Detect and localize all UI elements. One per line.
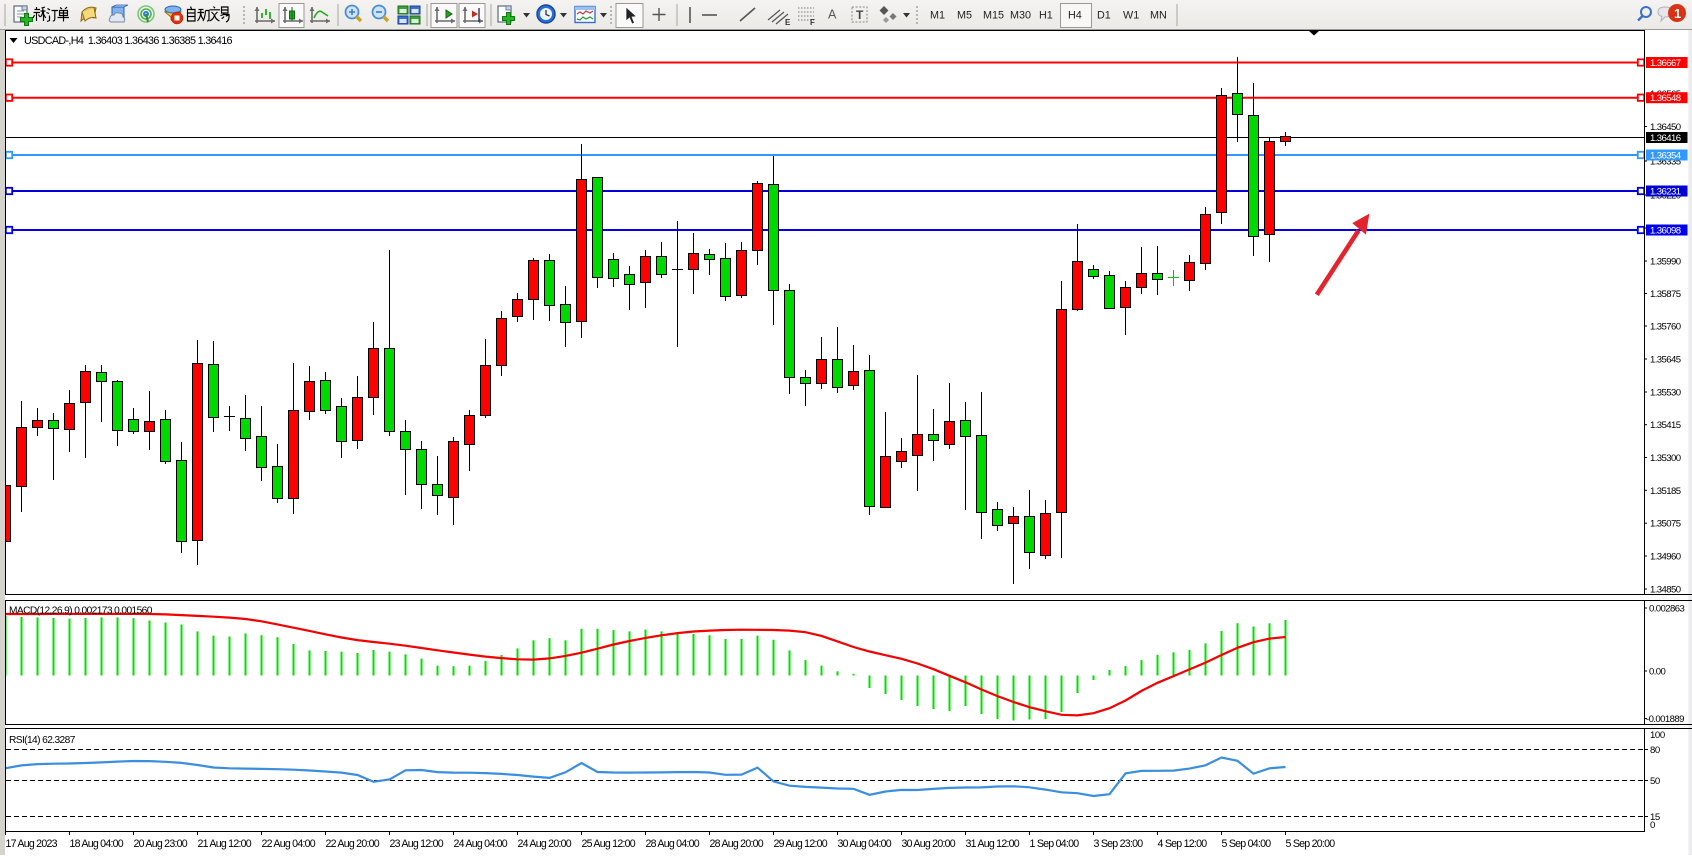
- svg-text:20 Aug 23:00: 20 Aug 23:00: [134, 838, 188, 850]
- svg-text:100: 100: [1650, 730, 1665, 741]
- svg-text:USDCAD-,H4 1.36403 1.36436 1.: USDCAD-,H4 1.36403 1.36436 1.36385 1.364…: [24, 35, 233, 47]
- svg-text:15: 15: [1650, 812, 1660, 823]
- svg-text:0: 0: [1650, 820, 1655, 831]
- svg-text:D1: D1: [1097, 10, 1111, 22]
- svg-text:H4: H4: [1068, 10, 1082, 22]
- svg-text:1.35645: 1.35645: [1650, 355, 1681, 366]
- svg-text:1.36354: 1.36354: [1650, 151, 1682, 162]
- svg-text:1.36416: 1.36416: [1650, 133, 1681, 144]
- svg-text:5 Sep 04:00: 5 Sep 04:00: [1222, 838, 1272, 850]
- svg-text:5 Sep 20:00: 5 Sep 20:00: [1286, 838, 1336, 850]
- svg-text:1.36231: 1.36231: [1650, 187, 1681, 198]
- svg-text:30 Aug 20:00: 30 Aug 20:00: [902, 838, 956, 850]
- svg-text:M15: M15: [983, 10, 1004, 22]
- svg-text:24 Aug 04:00: 24 Aug 04:00: [454, 838, 508, 850]
- svg-text:M5: M5: [957, 10, 972, 22]
- svg-text:1.35185: 1.35185: [1650, 486, 1681, 497]
- svg-text:1.35530: 1.35530: [1650, 388, 1681, 399]
- svg-text:1.36450: 1.36450: [1650, 122, 1681, 133]
- svg-text:A: A: [828, 8, 837, 22]
- svg-text:M1: M1: [930, 10, 945, 22]
- svg-text:1.35875: 1.35875: [1650, 289, 1681, 300]
- svg-text:28 Aug 04:00: 28 Aug 04:00: [646, 838, 700, 850]
- svg-text:1.36548: 1.36548: [1650, 93, 1681, 104]
- svg-text:1.34850: 1.34850: [1650, 585, 1681, 596]
- svg-text:22 Aug 04:00: 22 Aug 04:00: [262, 838, 316, 850]
- svg-text:-0.001889: -0.001889: [1646, 714, 1684, 725]
- svg-text:3 Sep 23:00: 3 Sep 23:00: [1094, 838, 1144, 850]
- svg-text:29 Aug 12:00: 29 Aug 12:00: [774, 838, 828, 850]
- svg-text:MN: MN: [1150, 10, 1167, 22]
- svg-text:1.35300: 1.35300: [1650, 453, 1681, 464]
- svg-text:E: E: [785, 18, 791, 27]
- svg-text:28 Aug 20:00: 28 Aug 20:00: [710, 838, 764, 850]
- svg-text:1.35075: 1.35075: [1650, 519, 1681, 530]
- svg-text:18 Aug 04:00: 18 Aug 04:00: [70, 838, 124, 850]
- svg-text:1.36098: 1.36098: [1650, 226, 1681, 237]
- svg-text:50: 50: [1650, 776, 1660, 787]
- svg-text:4 Sep 12:00: 4 Sep 12:00: [1158, 838, 1208, 850]
- svg-text:1.35415: 1.35415: [1650, 420, 1681, 431]
- svg-text:RSI(14) 62.3287: RSI(14) 62.3287: [9, 735, 76, 746]
- svg-text:21 Aug 12:00: 21 Aug 12:00: [198, 838, 252, 850]
- svg-text:H1: H1: [1039, 10, 1053, 22]
- svg-text:0.00: 0.00: [1649, 667, 1666, 678]
- svg-text:T: T: [856, 8, 864, 22]
- svg-text:22 Aug 20:00: 22 Aug 20:00: [326, 838, 380, 850]
- svg-text:1: 1: [1674, 6, 1681, 21]
- svg-text:31 Aug 12:00: 31 Aug 12:00: [966, 838, 1020, 850]
- svg-text:25 Aug 12:00: 25 Aug 12:00: [582, 838, 636, 850]
- svg-text:0.002863: 0.002863: [1649, 604, 1684, 615]
- svg-text:23 Aug 12:00: 23 Aug 12:00: [390, 838, 444, 850]
- svg-text:24 Aug 20:00: 24 Aug 20:00: [518, 838, 572, 850]
- svg-text:1.35990: 1.35990: [1650, 257, 1681, 268]
- svg-text:30 Aug 04:00: 30 Aug 04:00: [838, 838, 892, 850]
- svg-text:17 Aug 2023: 17 Aug 2023: [6, 838, 58, 850]
- svg-text:M30: M30: [1010, 10, 1031, 22]
- svg-text:1 Sep 04:00: 1 Sep 04:00: [1030, 838, 1080, 850]
- svg-text:1.34960: 1.34960: [1650, 552, 1681, 563]
- svg-text:1.35760: 1.35760: [1650, 322, 1681, 333]
- svg-text:1.36335: 1.36335: [1650, 157, 1681, 168]
- svg-text:MACD(12,26,9) 0.002173 0.00156: MACD(12,26,9) 0.002173 0.001560: [9, 606, 153, 617]
- svg-text:F: F: [810, 18, 815, 27]
- svg-text:80: 80: [1650, 745, 1660, 756]
- svg-text:1.36667: 1.36667: [1650, 58, 1681, 69]
- svg-text:W1: W1: [1123, 10, 1139, 22]
